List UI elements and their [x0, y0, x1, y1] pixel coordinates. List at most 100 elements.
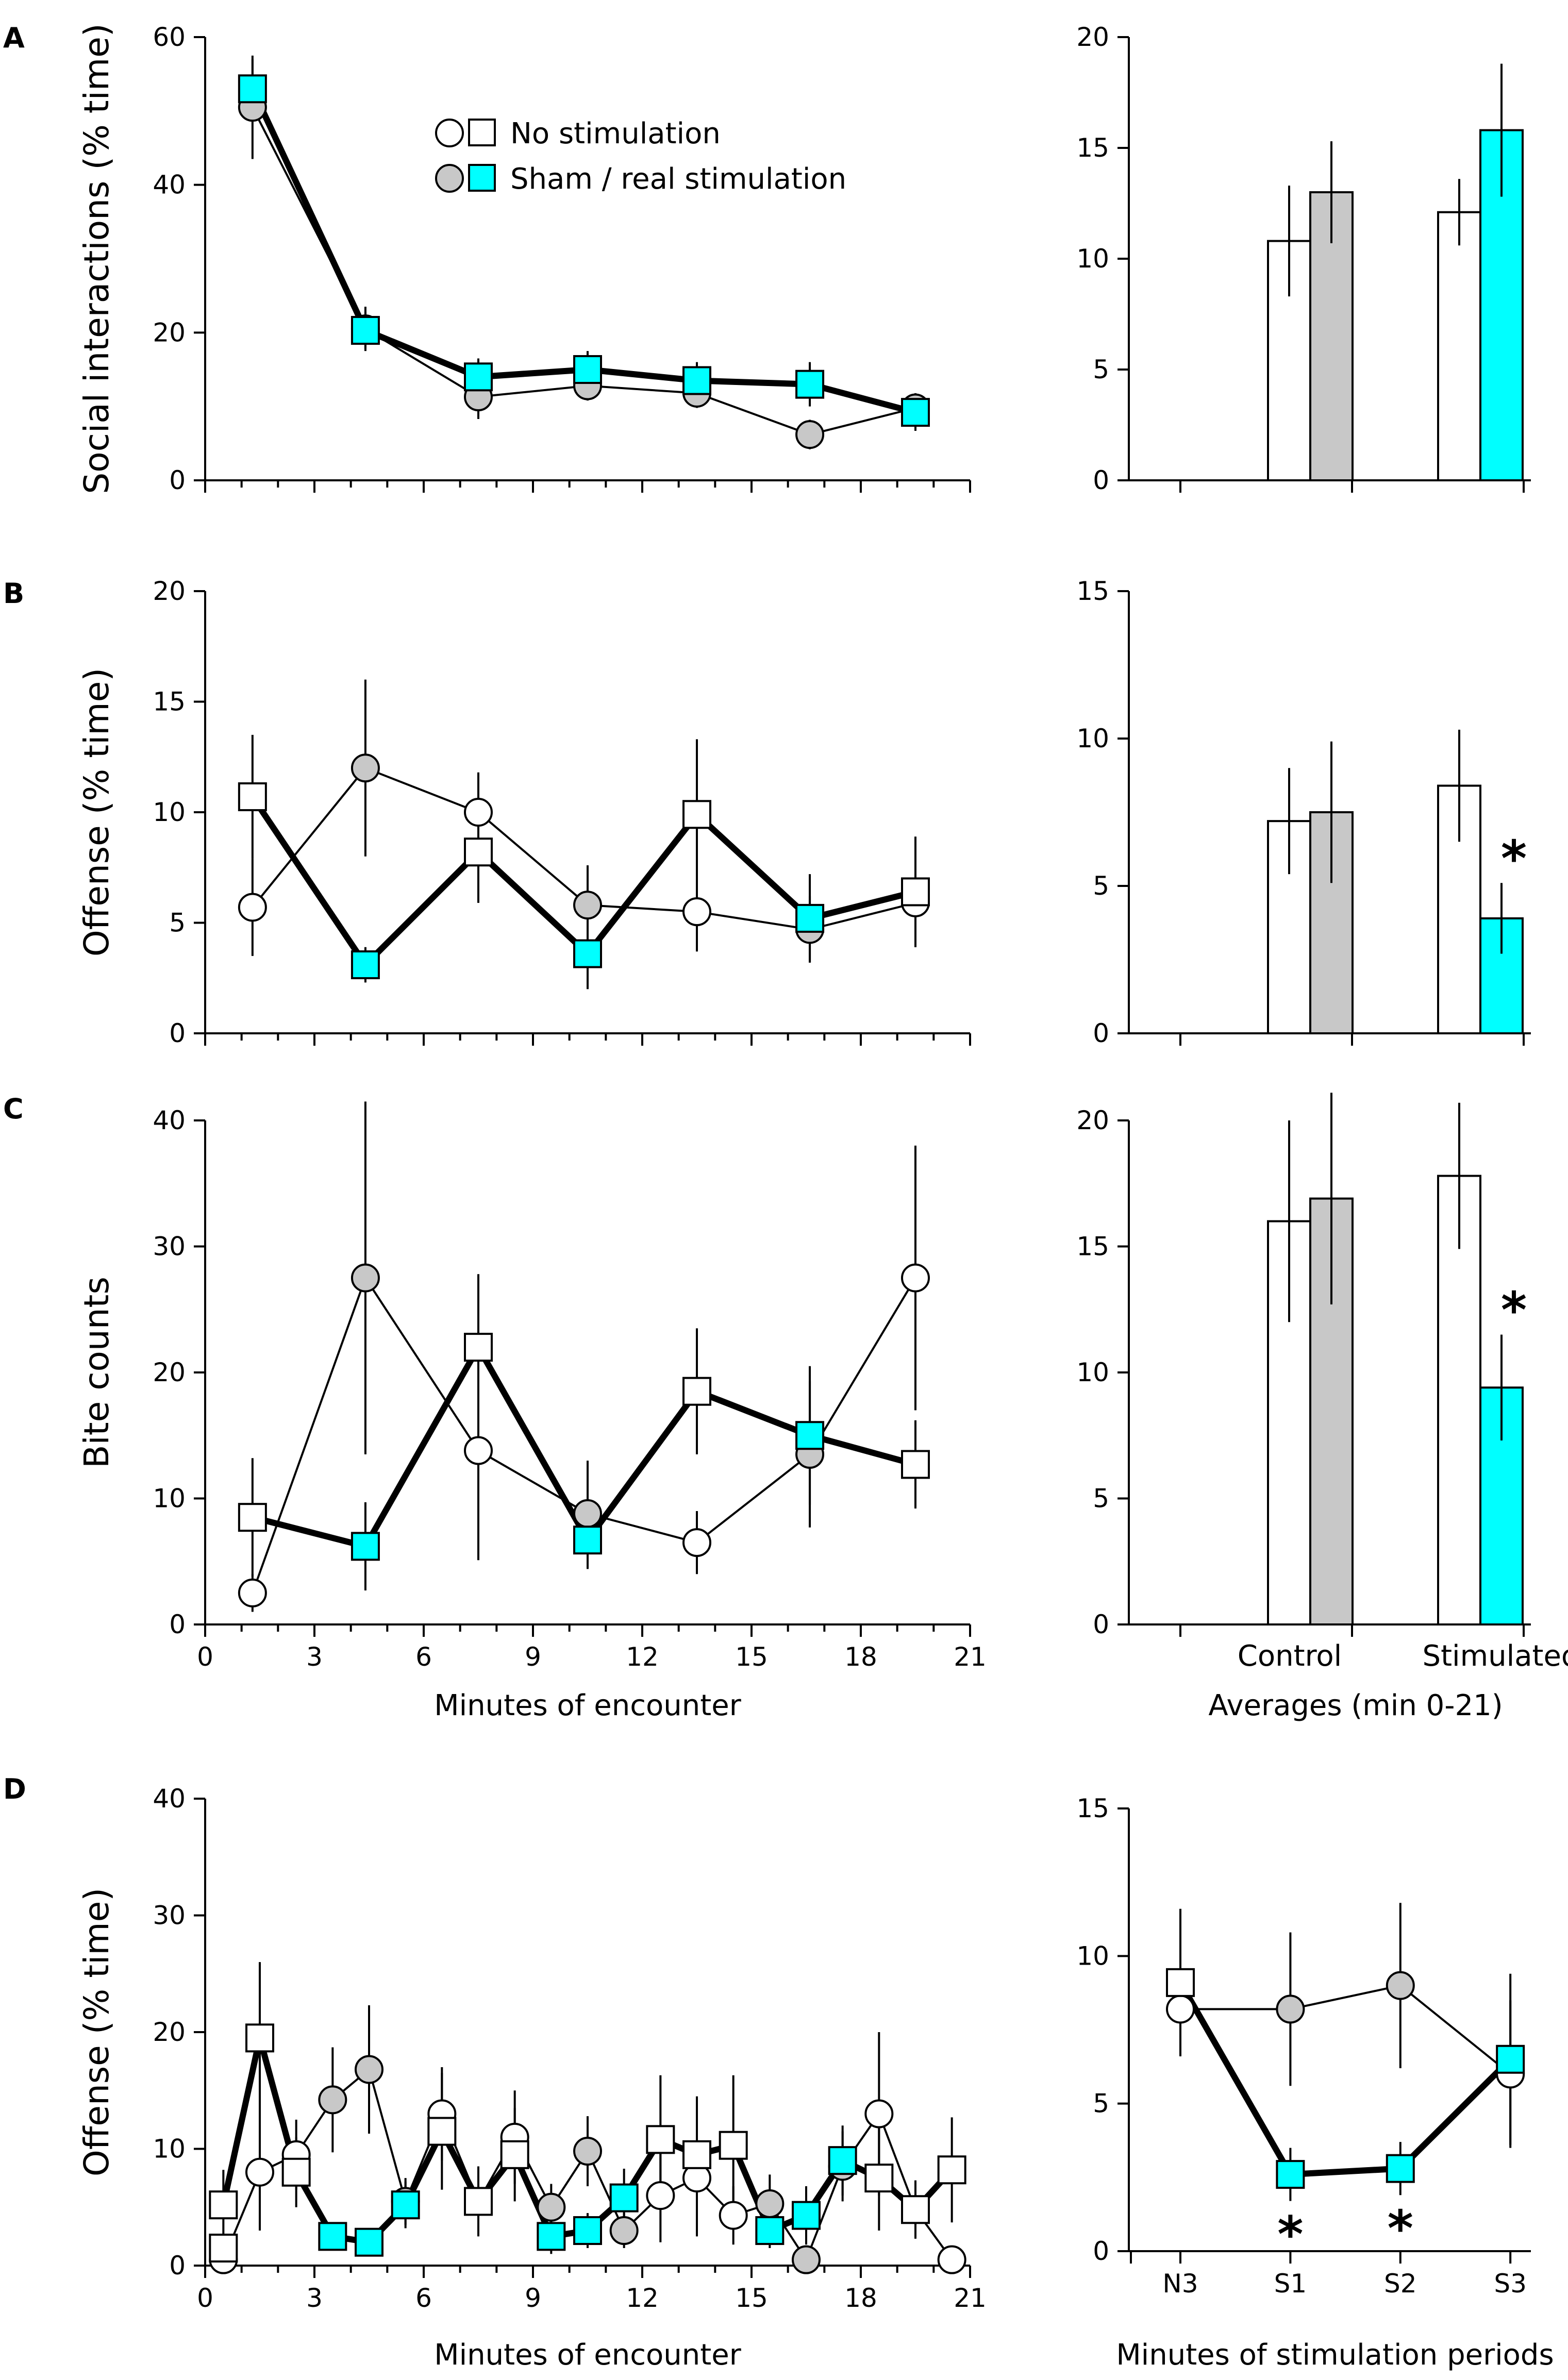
x-axis-label: Averages (min 0-21) [1208, 1689, 1503, 1722]
marker-square [828, 2146, 857, 2175]
x-tick-label: 9 [525, 1642, 541, 1672]
y-tick-label: 15 [1076, 133, 1109, 163]
y-tick-label: 15 [1076, 576, 1109, 606]
x-tick-label: 6 [415, 1642, 432, 1672]
marker-circle [1276, 1994, 1305, 2024]
x-tick-label: N3 [1162, 2269, 1198, 2299]
x-axis-label: Minutes of encounter [434, 2338, 741, 2372]
marker-square [901, 2195, 930, 2224]
category-label: Stimulated [1423, 1639, 1568, 1673]
panel-letter-c: C [3, 1093, 24, 1125]
y-tick-label: 5 [1093, 2089, 1109, 2119]
marker-square [238, 782, 267, 811]
marker-circle [1166, 1994, 1195, 2024]
marker-square [901, 877, 930, 907]
legend-circle-sham [435, 164, 464, 193]
marker-circle [937, 2245, 966, 2274]
marker-square [464, 2187, 493, 2216]
marker-circle [864, 2099, 894, 2128]
x-tick-label: 18 [844, 2283, 877, 2313]
panel-letter-d: D [3, 1773, 26, 1805]
marker-circle [682, 897, 711, 927]
marker-square [500, 2140, 529, 2169]
marker-circle [537, 2192, 566, 2222]
marker-square [355, 2227, 383, 2257]
marker-circle [351, 753, 380, 783]
marker-circle [719, 2201, 748, 2230]
bar-real [1479, 917, 1524, 1035]
marker-square [937, 2155, 966, 2185]
x-tick-label: 0 [197, 2283, 213, 2313]
y-axis-label: Offense (% time) [77, 1888, 116, 2176]
marker-square [281, 2157, 311, 2187]
marker-square [351, 950, 380, 980]
marker-square [1276, 2160, 1305, 2189]
marker-square [795, 1421, 825, 1450]
marker-square [464, 362, 493, 392]
x-tick-label: 21 [954, 1642, 987, 1672]
y-axis-label: Bite counts [77, 1277, 116, 1468]
marker-circle [464, 798, 493, 827]
marker-square [351, 1532, 380, 1561]
marker-square [537, 2222, 566, 2251]
chart-d-left: 0 10 20 30 40 Offense (% time) 0 3 6 9 12 15 18 21 Min… [77, 1784, 987, 2372]
y-tick-label: 15 [1076, 1232, 1109, 1262]
x-tick-label: S1 [1274, 2269, 1307, 2299]
chart-b-right: 0 5 10 15 * [1076, 576, 1531, 1048]
y-tick-label: 10 [153, 2134, 186, 2164]
y-axis-label: Offense (% time) [77, 668, 116, 957]
x-tick-label: 15 [735, 1642, 768, 1672]
x-tick-label: 0 [197, 1642, 213, 1672]
marker-square [391, 2190, 420, 2220]
marker-square [795, 370, 825, 399]
marker-circle [351, 1263, 380, 1293]
y-tick-label: 10 [153, 797, 186, 827]
y-tick-label: 5 [1093, 871, 1109, 901]
marker-square [238, 74, 267, 104]
series-line-real [1177, 1981, 1513, 2178]
bar-no_stim [1437, 1175, 1481, 1626]
marker-square [209, 2234, 238, 2263]
x-tick-label: 6 [415, 2283, 432, 2313]
y-tick-label: 5 [169, 908, 186, 938]
marker-square [1386, 2154, 1415, 2183]
marker-circle [318, 2085, 347, 2115]
marker-square [573, 355, 602, 384]
y-tick-label: 5 [1093, 1484, 1109, 1514]
y-tick-label: 20 [153, 317, 186, 347]
bar-no_stim [1437, 211, 1481, 481]
marker-circle [238, 1578, 267, 1607]
y-tick-label: 15 [1076, 1794, 1109, 1823]
marker-square [1496, 2044, 1525, 2074]
marker-circle [238, 893, 267, 922]
marker-square [792, 2201, 821, 2230]
legend-circle-no-stim [435, 119, 464, 147]
y-tick-label: 20 [153, 576, 186, 606]
y-tick-label: 10 [1076, 244, 1109, 274]
marker-square [682, 2140, 711, 2169]
x-tick-label: 18 [844, 1642, 877, 1672]
y-tick-label: 20 [153, 2017, 186, 2047]
marker-square [464, 837, 493, 867]
legend-label-no-stim: No stimulation [510, 117, 721, 150]
marker-square [573, 1526, 602, 1555]
x-axis-label: Minutes of encounter [434, 1689, 741, 1722]
panel-letter-b: B [3, 577, 24, 610]
marker-square [864, 2164, 894, 2193]
marker-square [427, 2117, 457, 2146]
marker-square [238, 1503, 267, 1532]
marker-circle [355, 2055, 383, 2084]
marker-circle [609, 2216, 639, 2245]
marker-square [755, 2216, 785, 2245]
x-tick-label: 12 [626, 2283, 659, 2313]
marker-square [573, 2216, 602, 2245]
y-tick-label: 0 [169, 1018, 186, 1048]
chart-a-right: 0 5 10 15 20 [1076, 22, 1531, 495]
legend-square-no-stim [468, 119, 496, 146]
legend: No stimulation Sham / real stimulation [435, 117, 846, 196]
marker-square [464, 1333, 493, 1362]
marker-circle [573, 891, 602, 920]
y-tick-label: 40 [153, 1784, 186, 1814]
